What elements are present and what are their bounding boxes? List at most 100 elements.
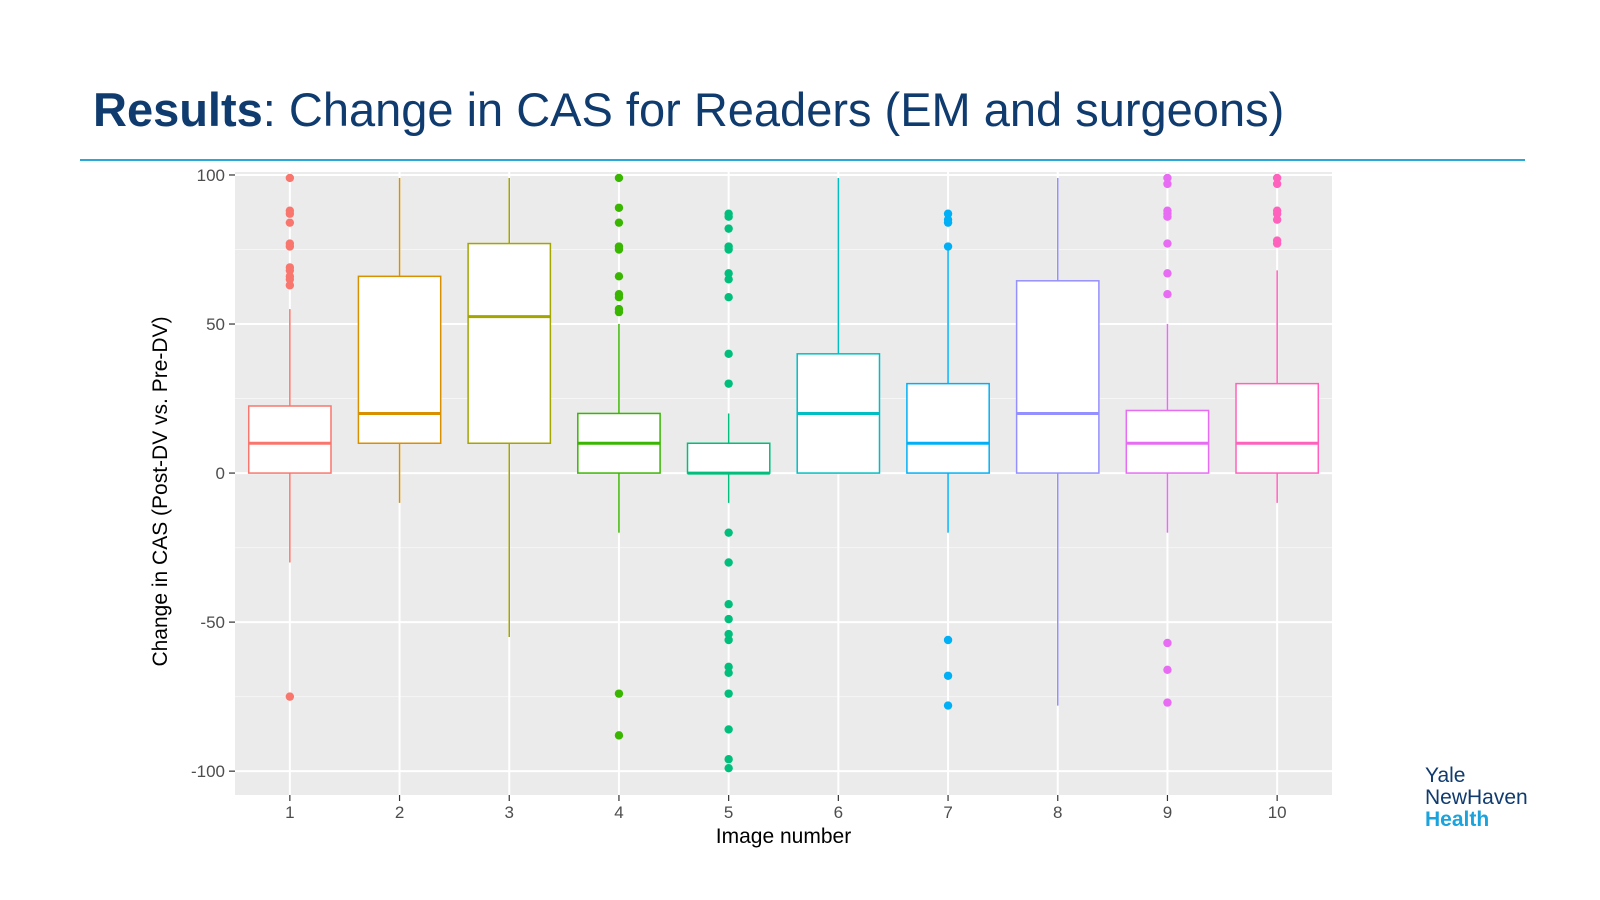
outlier-point — [1163, 179, 1172, 189]
iqr-box — [357, 275, 442, 445]
outlier-point — [285, 209, 295, 218]
box-series-9 — [1125, 173, 1210, 707]
slide-title: Results: Change in CAS for Readers (EM a… — [93, 82, 1284, 137]
outlier-point — [614, 203, 624, 212]
outlier-point — [724, 668, 733, 677]
outlier-point — [285, 266, 295, 275]
outlier-point — [724, 629, 733, 639]
outlier-point — [724, 292, 733, 302]
x-axis-title: Image number — [716, 825, 851, 848]
outlier-point — [724, 245, 733, 254]
logo-line-health: Health — [1425, 808, 1490, 831]
box-series-1 — [247, 173, 332, 701]
iqr-box — [906, 382, 990, 474]
outlier-point — [724, 763, 733, 773]
outlier-point — [1163, 212, 1172, 221]
slide-title-bold: Results — [93, 83, 263, 136]
outlier-point — [724, 349, 733, 359]
outlier-point — [614, 218, 624, 227]
outlier-point — [614, 245, 624, 254]
outlier-point — [285, 692, 295, 701]
outlier-point — [724, 689, 733, 698]
box-series-7 — [906, 209, 990, 710]
outlier-point — [724, 558, 733, 567]
outlier-point — [724, 600, 733, 609]
x-tick-label: 1 — [285, 803, 294, 822]
outlier-point — [614, 307, 624, 317]
outlier-point — [724, 212, 733, 221]
outlier-point — [1272, 179, 1282, 189]
outlier-point — [1272, 215, 1282, 224]
x-tick-label: 8 — [1053, 803, 1062, 822]
outlier-point — [943, 209, 953, 218]
outlier-point — [724, 379, 733, 388]
outlier-point — [1272, 239, 1282, 248]
logo-line-yale: Yale — [1425, 764, 1466, 787]
outlier-point — [614, 292, 624, 302]
x-tick-label: 3 — [505, 803, 514, 822]
y-axis-title: Change in CAS (Post-DV vs. Pre-DV) — [149, 316, 172, 666]
box-series-10 — [1235, 173, 1320, 503]
outlier-point — [1272, 173, 1282, 183]
outlier-point — [724, 635, 733, 645]
iqr-box — [247, 405, 332, 474]
x-tick-label: 10 — [1268, 803, 1287, 822]
x-tick-label: 2 — [395, 803, 404, 822]
title-divider — [80, 159, 1525, 161]
slide-title-rest: : Change in CAS for Readers (EM and surg… — [262, 83, 1285, 136]
outlier-point — [724, 755, 733, 764]
outlier-point — [1272, 209, 1282, 218]
outlier-point — [1163, 173, 1172, 183]
outlier-point — [943, 635, 953, 645]
iqr-box — [686, 442, 771, 474]
y-tick-label: 0 — [216, 464, 225, 483]
outlier-point — [1163, 269, 1172, 278]
y-tick-label: 100 — [197, 166, 225, 185]
outlier-point — [943, 218, 953, 227]
outlier-point — [285, 242, 295, 251]
outlier-point — [285, 281, 295, 290]
box-series-4 — [577, 173, 661, 740]
iqr-box — [467, 242, 552, 445]
outlier-point — [614, 272, 624, 281]
outlier-point — [614, 689, 624, 698]
box-series-5 — [686, 209, 771, 773]
y-tick-label: -100 — [191, 762, 225, 781]
outlier-point — [1163, 665, 1172, 675]
outlier-point — [943, 701, 953, 710]
outlier-point — [614, 731, 624, 740]
box-series-6 — [796, 177, 881, 474]
outlier-point — [285, 275, 295, 284]
outlier-point — [724, 725, 733, 734]
x-tick-label: 4 — [614, 803, 623, 822]
box-series-8 — [1015, 177, 1100, 706]
outlier-point — [724, 275, 733, 284]
outlier-point — [285, 218, 295, 227]
x-tick-label: 7 — [943, 803, 952, 822]
outlier-point — [1163, 290, 1172, 299]
iqr-box — [1015, 280, 1100, 474]
outlier-point — [1163, 698, 1172, 707]
box-series-2 — [357, 177, 442, 503]
outlier-point — [943, 242, 953, 251]
outlier-point — [285, 173, 295, 183]
logo-line-newhaven: NewHaven — [1425, 786, 1528, 809]
y-tick-label: -50 — [200, 613, 225, 632]
yale-newhaven-health-logo: Yale NewHaven Health — [1425, 765, 1528, 831]
x-tick-label: 5 — [724, 803, 733, 822]
outlier-point — [724, 224, 733, 233]
outlier-point — [724, 662, 733, 672]
outlier-point — [724, 528, 733, 537]
outlier-point — [724, 269, 733, 278]
x-tick-label: 9 — [1163, 803, 1172, 822]
outlier-point — [614, 173, 624, 183]
iqr-box — [1235, 382, 1320, 474]
outlier-point — [943, 671, 953, 680]
outlier-point — [724, 614, 733, 624]
box-series-3 — [467, 177, 552, 638]
outlier-point — [1163, 638, 1172, 648]
x-tick-label: 6 — [834, 803, 843, 822]
outlier-point — [1163, 239, 1172, 248]
y-tick-label: 50 — [206, 315, 225, 334]
